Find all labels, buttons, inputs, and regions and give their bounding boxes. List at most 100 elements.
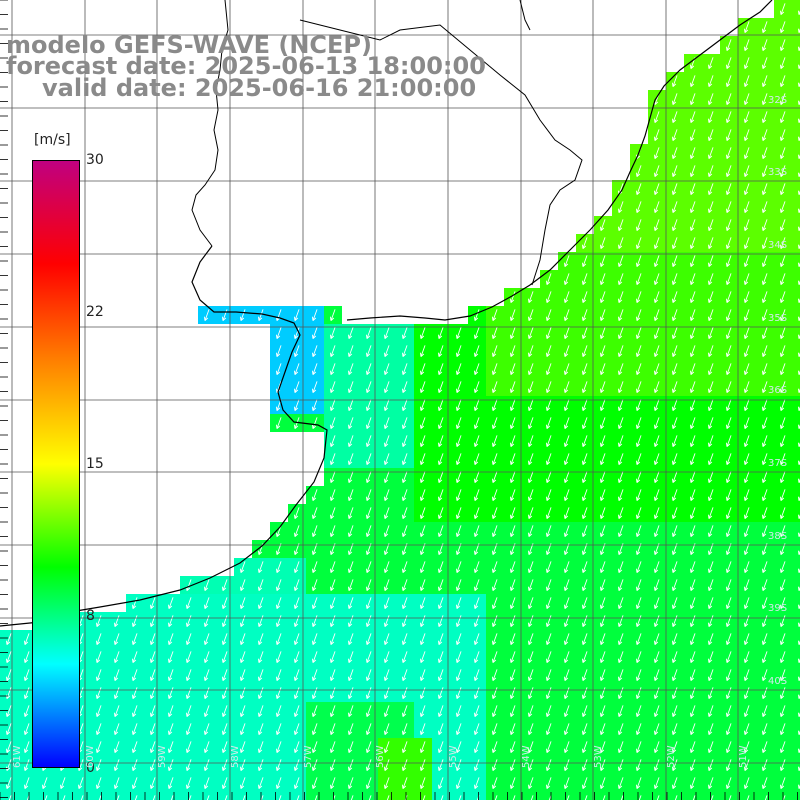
wind-arrow xyxy=(690,165,696,177)
wind-arrow xyxy=(780,327,786,339)
wind-arrow xyxy=(402,561,408,573)
wind-arrow xyxy=(456,417,462,429)
wind-arrow xyxy=(330,309,336,321)
wind-arrow xyxy=(654,561,660,573)
wind-arrow xyxy=(330,435,336,447)
wind-arrow xyxy=(492,435,498,447)
wind-arrow xyxy=(438,669,444,681)
wind-arrow xyxy=(708,525,714,537)
wind-arrow xyxy=(402,651,408,663)
wind-arrow xyxy=(546,651,552,663)
wind-arrow xyxy=(456,363,462,375)
wind-arrow xyxy=(708,93,714,105)
wind-arrow xyxy=(168,777,174,789)
wind-arrow xyxy=(312,597,318,609)
wind-arrow xyxy=(312,705,318,717)
wind-arrow xyxy=(420,669,426,681)
wind-arrow xyxy=(600,777,606,789)
wind-arrow xyxy=(258,687,264,699)
wind-arrow xyxy=(294,741,300,753)
wind-arrow xyxy=(204,687,210,699)
wind-arrow xyxy=(546,273,552,285)
wind-arrow xyxy=(564,777,570,789)
wind-arrow xyxy=(726,219,732,231)
lat-label: 34S xyxy=(768,240,788,251)
wind-arrow xyxy=(348,561,354,573)
wind-arrow xyxy=(420,525,426,537)
wind-arrow xyxy=(546,399,552,411)
wind-arrow xyxy=(672,147,678,159)
wind-arrow xyxy=(708,201,714,213)
wind-arrow xyxy=(510,597,516,609)
lat-label: 40S xyxy=(768,676,788,687)
wind-arrow xyxy=(528,723,534,735)
wind-arrow xyxy=(582,399,588,411)
wind-arrow xyxy=(8,795,12,800)
wind-arrow xyxy=(204,579,210,591)
wind-arrow xyxy=(510,363,516,375)
wind-arrow xyxy=(348,471,354,483)
wind-arrow xyxy=(564,579,570,591)
wind-arrow xyxy=(204,777,210,789)
wind-arrow xyxy=(564,273,570,285)
wind-speed-cell xyxy=(792,414,800,432)
wind-arrow xyxy=(384,507,390,519)
wind-arrow xyxy=(690,219,696,231)
wind-arrow xyxy=(420,327,426,339)
wind-arrow xyxy=(762,129,768,141)
wind-arrow xyxy=(366,669,372,681)
wind-arrow xyxy=(672,327,678,339)
colorbar-tick-8: 8 xyxy=(86,608,95,624)
wind-arrow xyxy=(348,615,354,627)
wind-arrow xyxy=(654,147,660,159)
wind-arrow xyxy=(348,489,354,501)
wind-arrow xyxy=(654,615,660,627)
wind-arrow xyxy=(780,291,786,303)
wind-arrow xyxy=(600,417,606,429)
wind-arrow xyxy=(384,777,390,789)
wind-arrow xyxy=(6,687,12,699)
wind-arrow xyxy=(672,759,678,771)
wind-arrow xyxy=(690,309,696,321)
wind-arrow xyxy=(780,777,786,789)
wind-arrow xyxy=(762,669,768,681)
wind-arrow xyxy=(240,741,246,753)
wind-arrow xyxy=(762,723,768,735)
wind-arrow xyxy=(546,309,552,321)
wind-arrow xyxy=(654,417,660,429)
wind-arrow xyxy=(672,687,678,699)
wind-arrow xyxy=(600,759,606,771)
wind-arrow xyxy=(366,705,372,717)
wind-arrow xyxy=(762,75,768,87)
wind-arrow xyxy=(726,597,732,609)
wind-arrow xyxy=(762,57,768,69)
wind-arrow xyxy=(672,489,678,501)
wind-arrow xyxy=(474,633,480,645)
wind-arrow xyxy=(384,561,390,573)
wind-arrow xyxy=(366,615,372,627)
wind-arrow xyxy=(564,381,570,393)
wind-arrow xyxy=(618,615,624,627)
wind-arrow xyxy=(96,723,102,735)
wind-arrow xyxy=(474,669,480,681)
wind-arrow xyxy=(474,345,480,357)
wind-arrow xyxy=(258,705,264,717)
wind-arrow xyxy=(384,687,390,699)
wind-arrow xyxy=(690,759,696,771)
wind-arrow xyxy=(672,435,678,447)
wind-arrow xyxy=(294,399,300,411)
wind-arrow xyxy=(384,669,390,681)
wind-arrow xyxy=(708,363,714,375)
wind-arrow xyxy=(276,651,282,663)
wind-arrow xyxy=(780,453,786,465)
wind-arrow xyxy=(402,345,408,357)
wind-arrow xyxy=(222,579,228,591)
wind-arrow xyxy=(384,381,390,393)
wind-arrow xyxy=(474,705,480,717)
wind-arrow xyxy=(618,363,624,375)
wind-arrow xyxy=(600,669,606,681)
wind-arrow xyxy=(708,705,714,717)
wind-arrow xyxy=(312,309,318,321)
wind-arrow xyxy=(384,705,390,717)
wind-arrow xyxy=(636,507,642,519)
